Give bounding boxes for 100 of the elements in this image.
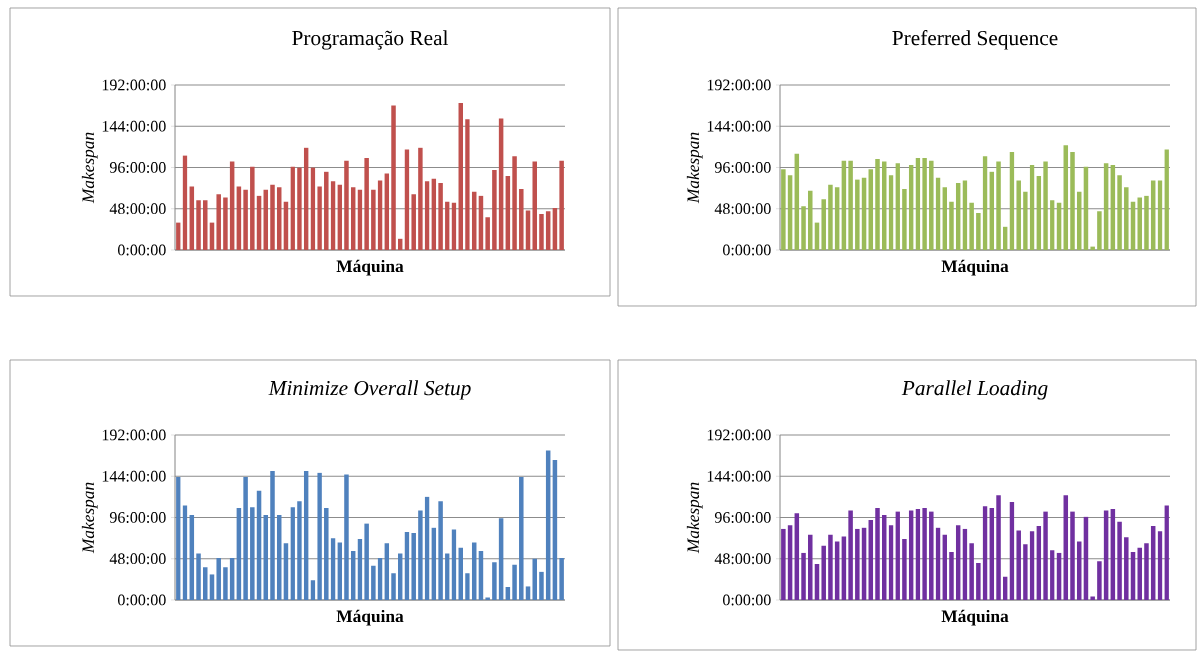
bar [203,200,208,250]
bar [324,508,329,600]
bar [216,557,221,600]
y-axis-title: Makespan [686,132,703,204]
bar [250,507,255,600]
bar [411,194,416,250]
y-tick-label: 192:00:00 [707,429,771,441]
bar [391,105,396,250]
x-axis-title: Máquina [941,259,1009,276]
bar [505,587,511,600]
y-tick-label: 96:00:00 [109,162,166,173]
bar [929,160,934,250]
bar [492,562,497,600]
bar [371,189,376,250]
bar [324,171,329,250]
bar [203,567,208,600]
bar [1144,195,1149,250]
bar [532,161,537,250]
bar [828,534,833,600]
bar [848,510,853,600]
x-axis-title: Máquina [336,609,404,626]
x-axis-title: Máquina [336,259,404,276]
bar [1070,511,1075,600]
bar [371,565,376,600]
y-tick-label: 96:00:00 [714,512,771,523]
bar [196,553,201,600]
bar [1097,561,1102,600]
bar [471,542,477,600]
bar [492,170,497,250]
bar [1124,187,1129,250]
y-tick-label: 192:00:00 [102,429,166,441]
bar [875,508,880,600]
y-tick-label: 144:00:00 [707,120,771,132]
bar [465,573,470,600]
y-axis-title: Makespan [81,482,98,554]
bar [216,194,221,250]
bar [828,184,833,250]
bar [929,511,934,600]
bar [808,190,813,250]
bar [821,545,826,600]
y-tick-label: 96:00:00 [109,512,166,523]
bar [485,217,490,250]
bar [223,567,228,600]
bar [801,206,806,250]
bar [559,557,564,600]
bar [196,200,201,250]
y-axis-title: Makespan [81,132,98,204]
bar [1144,543,1149,600]
bar [223,197,228,250]
chart-title: Parallel Loading [901,380,1048,400]
bar [1124,537,1129,600]
y-tick-label: 96:00:00 [714,162,771,173]
bar [519,188,524,250]
bar [781,528,786,600]
chart-title: Preferred Sequence [892,30,1058,50]
bar [781,169,786,250]
bar [512,564,517,600]
bar [243,477,248,600]
bar [270,184,275,250]
bar [855,528,860,600]
bar [801,552,806,600]
y-tick-label: 144:00:00 [102,120,166,132]
y-tick-label: 0:00:00 [723,244,771,256]
bar [949,201,954,250]
bar [559,160,564,250]
bar [310,580,316,600]
bar [1090,596,1095,600]
bar [1097,211,1102,250]
y-tick-label: 48:00:00 [714,553,771,565]
bar [969,543,974,600]
bar [848,160,853,250]
bar [525,210,531,250]
bar [855,179,860,250]
bar [1016,530,1021,600]
y-tick-label: 144:00:00 [707,470,771,482]
bar [344,160,349,250]
bar [1090,246,1095,250]
y-tick-label: 48:00:00 [714,203,771,215]
bar [1070,152,1075,250]
bar [969,202,974,250]
x-axis-title: Máquina [941,609,1009,626]
y-tick-label: 192:00:00 [707,79,771,91]
chart-title: Minimize Overall Setup [268,380,471,400]
bar [243,189,248,250]
y-axis-title: Makespan [686,482,703,554]
bar [411,532,416,600]
bar [337,542,342,600]
bar [949,551,954,600]
bar [539,213,544,250]
bar [545,211,551,250]
y-tick-label: 192:00:00 [102,79,166,91]
y-tick-label: 48:00:00 [109,553,166,565]
bar [1016,180,1021,250]
bar [808,534,813,600]
bar [270,471,275,600]
bar [519,477,524,600]
bar [485,597,490,600]
bar [996,495,1001,600]
chart-title: Programação Real [292,30,449,50]
bar [1137,547,1142,600]
